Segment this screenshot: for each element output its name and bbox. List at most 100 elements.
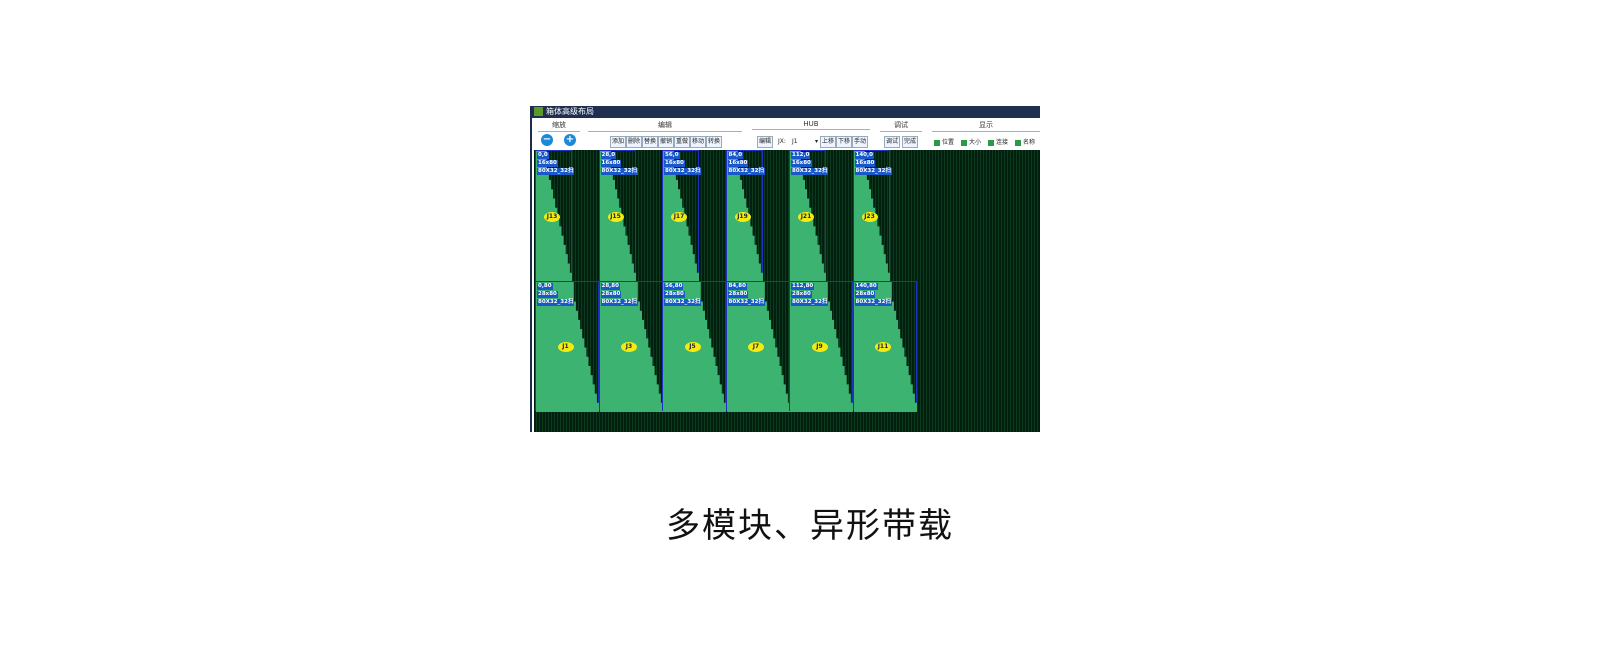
jx-label: JX: — [778, 138, 786, 145]
module-type-label: 80X32_32扫 — [791, 299, 829, 306]
module-j21[interactable]: 112,0 16x80 80X32_32扫 J21 — [789, 150, 829, 282]
module-pos-label: 56,0 — [664, 152, 680, 159]
module-id-badge: J13 — [544, 211, 560, 222]
module-j5[interactable]: 56,80 28x80 80X32_32扫 J5 — [662, 281, 726, 412]
module-id-badge: J1 — [557, 342, 574, 352]
edit-button[interactable]: 移动 — [690, 136, 707, 148]
edit-button[interactable]: 重做 — [674, 136, 691, 148]
module-id-badge: J19 — [734, 211, 751, 222]
module-size-label: 16x80 — [537, 160, 558, 167]
module-size-label: 28x80 — [854, 291, 876, 298]
edit-button[interactable]: 替换 — [642, 136, 659, 148]
debug-button[interactable]: 调试 — [884, 136, 901, 148]
module-type-label: 80X32_32扫 — [854, 299, 892, 306]
move-down-button[interactable]: 下移 — [836, 136, 853, 148]
module-size-label: 16x80 — [600, 160, 622, 167]
edit-button[interactable]: 添加 — [610, 136, 627, 148]
section-debug: 调试 — [880, 120, 922, 132]
hub-edit-button[interactable]: 编辑 — [757, 136, 774, 148]
module-size-label: 28x80 — [791, 291, 812, 298]
layout-window: 箱体高级布局 缩放 编辑 HUB 调试 显示 − + 添加 删除 替换 撤销 重做 移动转… — [530, 106, 1040, 432]
section-hub: HUB — [752, 120, 870, 130]
module-type-label: 80X32_32扫 — [664, 168, 702, 175]
module-j17[interactable]: 56,0 16x80 80X32_32扫 J17 — [662, 150, 702, 282]
module-size-label: 28x80 — [537, 291, 558, 298]
move-up-button[interactable]: 上移 — [820, 136, 837, 148]
module-type-label: 80X32_32扫 — [727, 299, 765, 306]
module-j11[interactable]: 140,80 28x80 80X32_32扫 J11 — [852, 281, 917, 412]
module-size-label: 28x80 — [727, 291, 749, 298]
checkbox-label: 大小 — [969, 139, 982, 146]
checkbox-icon[interactable] — [934, 139, 940, 146]
toolbar: 缩放 编辑 HUB 调试 显示 − + 添加 删除 替换 撤销 重做 移动 转换 编辑 JX… — [532, 118, 1040, 150]
checkbox-icon[interactable] — [988, 139, 994, 146]
zoom-in-icon[interactable]: + — [564, 134, 576, 146]
checkbox-icon[interactable] — [961, 139, 967, 146]
module-pos-label: 0,0 — [537, 152, 549, 159]
module-pos-label: 56,80 — [664, 283, 684, 290]
module-size-label: 16x80 — [791, 160, 812, 167]
module-j19[interactable]: 84,0 16x80 80X32_32扫 J19 — [725, 150, 765, 282]
module-j1[interactable]: 0,80 28x80 80X32_32扫 J1 — [535, 281, 599, 412]
module-pos-label: 112,80 — [791, 283, 815, 290]
module-id-badge: J23 — [861, 211, 878, 222]
module-j13[interactable]: 0,0 16x80 80X32_32扫 J13 — [535, 150, 575, 282]
module-type-label: 80X32_32扫 — [537, 168, 575, 175]
module-pos-label: 84,0 — [727, 152, 744, 159]
edit-button[interactable]: 删除 — [626, 136, 643, 148]
module-id-badge: J17 — [671, 211, 687, 222]
module-j3[interactable]: 28,80 28x80 80X32_32扫 J3 — [598, 281, 663, 412]
layout-canvas[interactable]: 0,0 16x80 80X32_32扫 J13 28,0 16x80 80X32_32扫 J1… — [534, 150, 1040, 432]
module-j7[interactable]: 84,80 28x80 80X32_32扫 J7 — [725, 281, 790, 412]
window-title: 箱体高级布局 — [546, 107, 594, 116]
done-button[interactable]: 完成 — [902, 136, 919, 148]
manual-button[interactable]: 手动 — [852, 136, 869, 148]
checkbox-icon[interactable] — [1015, 139, 1021, 146]
app-icon — [534, 107, 543, 116]
display-checkbox[interactable]: 名称 — [1015, 137, 1035, 146]
module-pos-label: 112,0 — [791, 152, 811, 159]
module-type-label: 80X32_32扫 — [600, 168, 638, 175]
module-size-label: 16x80 — [854, 160, 876, 167]
module-size-label: 16x80 — [727, 160, 749, 167]
module-type-label: 80X32_32扫 — [600, 299, 638, 306]
display-checkbox[interactable]: 位置 — [934, 137, 954, 146]
display-checkbox[interactable]: 连接 — [988, 137, 1008, 146]
module-id-badge: J11 — [875, 342, 891, 352]
edit-button[interactable]: 转换 — [706, 136, 723, 148]
section-edit: 编辑 — [588, 120, 742, 132]
zoom-out-icon[interactable]: − — [541, 134, 553, 146]
checkbox-label: 连接 — [996, 139, 1009, 146]
chevron-down-icon: ▾ — [814, 138, 818, 145]
module-type-label: 80X32_32扫 — [727, 168, 765, 175]
module-pos-label: 140,0 — [854, 152, 874, 159]
module-size-label: 28x80 — [600, 291, 622, 298]
module-j23[interactable]: 140,0 16x80 80X32_32扫 J23 — [852, 150, 892, 282]
module-pos-label: 28,80 — [600, 283, 620, 290]
checkbox-label: 名称 — [1023, 139, 1036, 146]
section-display: 显示 — [932, 120, 1040, 132]
module-pos-label: 84,80 — [727, 283, 747, 290]
module-id-badge: J5 — [684, 342, 701, 352]
module-type-label: 80X32_32扫 — [791, 168, 829, 175]
module-j15[interactable]: 28,0 16x80 80X32_32扫 J15 — [598, 150, 638, 282]
module-j9[interactable]: 112,80 28x80 80X32_32扫 J9 — [789, 281, 853, 412]
jx-value: J1 — [792, 138, 798, 145]
module-id-badge: J3 — [621, 342, 637, 352]
display-checkbox[interactable]: 大小 — [961, 137, 981, 146]
module-size-label: 28x80 — [664, 291, 685, 298]
title-bar: 箱体高级布局 — [532, 106, 1040, 118]
edit-button[interactable]: 撤销 — [658, 136, 675, 148]
jx-select[interactable]: J1 ▾ — [792, 138, 818, 145]
module-type-label: 80X32_32扫 — [664, 299, 702, 306]
module-pos-label: 28,0 — [600, 152, 617, 159]
module-pos-label: 0,80 — [537, 283, 553, 290]
module-id-badge: J21 — [798, 211, 814, 222]
module-id-badge: J15 — [607, 211, 624, 222]
module-id-badge: J9 — [811, 342, 828, 352]
module-type-label: 80X32_32扫 — [537, 299, 575, 306]
section-zoom: 缩放 — [538, 120, 580, 132]
checkbox-label: 位置 — [942, 139, 955, 146]
module-pos-label: 140,80 — [854, 283, 878, 290]
module-id-badge: J7 — [748, 342, 764, 352]
